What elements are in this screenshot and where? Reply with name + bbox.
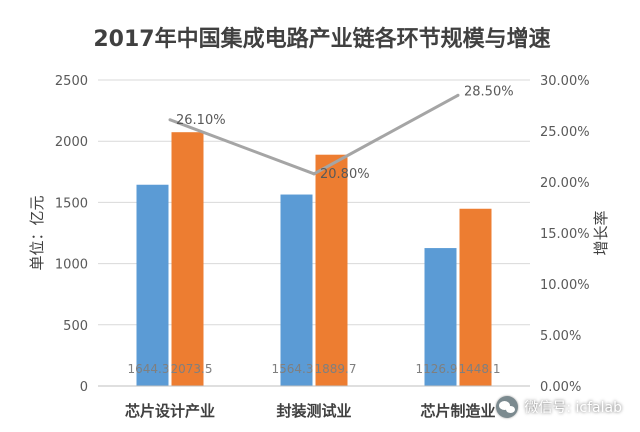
bar — [136, 184, 169, 386]
x-tick-label: 封装测试业 — [276, 402, 351, 420]
y-tick-label: 2000 — [55, 135, 88, 150]
bar — [280, 194, 313, 386]
y-tick-label: 2500 — [55, 74, 88, 89]
y2-tick-label: 0.00% — [540, 380, 581, 395]
y-tick-label: 1000 — [55, 258, 88, 273]
growth-point — [312, 172, 316, 176]
wechat-icon — [496, 396, 519, 418]
watermark: 微信号: icfalab — [496, 396, 622, 418]
y-axis-title: 单位：亿元 — [28, 195, 46, 270]
axes: 0 500 1000 1500 2000 2500 0.00% 5.00% 10.00% 15.0… — [28, 74, 610, 420]
y2-tick-label: 25.00% — [540, 125, 590, 140]
y2-tick-label: 10.00% — [540, 278, 590, 293]
y-tick-label: 1500 — [55, 196, 88, 211]
bar — [459, 208, 492, 386]
x-tick-label: 芯片设计产业 — [125, 402, 215, 420]
bar-value-label: 1448.1 — [459, 362, 501, 376]
y2-tick-label: 30.00% — [540, 74, 590, 89]
y2-tick-label: 15.00% — [540, 227, 590, 242]
bar-value-label: 1564.3 — [272, 362, 314, 376]
bar — [315, 154, 348, 386]
y-tick-label: 0 — [80, 380, 88, 395]
data-labels: 1644.3 2073.5 1564.3 1889.7 1126.9 1448.1 26.1… — [128, 84, 514, 376]
y2-axis-title: 增长率 — [592, 210, 610, 255]
bar-value-label: 2073.5 — [171, 362, 213, 376]
growth-label: 28.50% — [464, 84, 514, 99]
bar-value-label: 1889.7 — [315, 362, 357, 376]
bar-value-label: 1644.3 — [128, 362, 170, 376]
growth-point — [456, 93, 460, 97]
bar-value-label: 1126.9 — [416, 362, 458, 376]
y2-tick-label: 20.00% — [540, 176, 590, 191]
x-tick-label: 芯片制造业 — [420, 402, 495, 420]
y2-tick-label: 5.00% — [540, 329, 581, 344]
bar — [171, 132, 204, 386]
bars — [136, 132, 492, 386]
chart-title: 2017年中国集成电路产业链各环节规模与增速 — [93, 26, 550, 52]
bar — [424, 248, 457, 386]
growth-point — [168, 118, 172, 122]
watermark-text: 微信号: icfalab — [524, 400, 622, 416]
growth-rate-line — [169, 93, 459, 176]
growth-line — [168, 93, 460, 176]
y-tick-label: 500 — [63, 319, 88, 334]
growth-label: 20.80% — [320, 167, 370, 182]
growth-label: 26.10% — [176, 113, 226, 128]
